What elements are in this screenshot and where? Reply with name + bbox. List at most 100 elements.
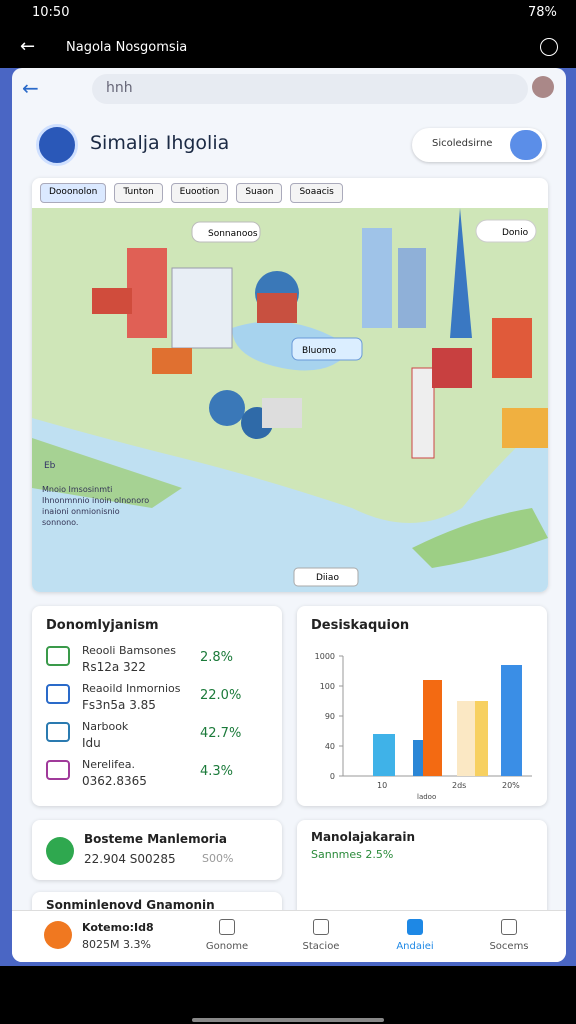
summary-value: 22.904 S00285 [84,852,176,866]
map-shape [450,208,472,338]
chart-card: Desiskaquion 0 40 90 100 1000 10 2ds 20% ladoo [297,606,547,806]
map-label: Donio [502,228,529,238]
card-title: Donomlyjanism [46,618,159,633]
bar [373,734,395,776]
profile-sub: 8025M 3.3% [82,938,151,951]
map-tab[interactable]: Euootion [170,183,229,203]
nav-label[interactable]: Andaiei [396,941,434,952]
battery: 78% [528,5,557,20]
row-icon [46,684,70,704]
x-tick-label: 20% [502,781,520,790]
map-shape [32,438,182,508]
x-tick-label: 10 [377,781,387,790]
map-tab[interactable]: Suaon [236,183,283,203]
map-shape [492,318,532,378]
action-icon[interactable] [510,130,542,160]
bottom-nav: Kotemo:Id8 8025M 3.3% Gonome Stacioe Andai… [12,910,566,962]
nav-label[interactable]: Socems [489,941,529,952]
back-button[interactable]: ← [20,36,36,57]
row-name: Narbook [82,720,129,733]
row-icon [46,722,70,742]
map-shape [398,248,426,328]
bar [501,665,522,776]
page-title: Simalja Ihgolia [90,132,230,154]
avatar[interactable] [532,76,554,98]
map-shape [209,390,245,426]
map-shape [257,293,297,323]
map-shape [92,288,132,314]
action-label: Sicoledsirne [432,138,493,149]
map-tabs: Dooonolon Tunton Euootion Suaon Soaacis [40,183,343,203]
map-note: Mnoio Imsosinmti Ihnonmnnio inoin olnono… [42,485,150,527]
browser-window: ← hnh Simalja Ihgolia Sicoledsirne Dooon… [12,68,566,962]
row-value: 42.7% [200,726,242,741]
note-title: Eb [44,461,56,471]
logo [36,124,78,166]
map-shape [191,221,261,243]
row-name: Reooli Bamsones [82,644,176,657]
browser-back[interactable]: ← [22,76,39,100]
app-bar: ← Nagola Nosgomsia [0,28,576,68]
time: 10:50 [32,5,70,20]
map-shape [411,367,435,459]
y-tick-label: 40 [325,742,335,751]
menu-button[interactable] [540,38,558,56]
app-title: Nagola Nosgomsia [66,40,188,55]
check-icon [46,837,74,865]
bar-chart: 0 40 90 100 1000 10 2ds 20% ladoo [315,652,532,801]
stats-card: Donomlyjanism Reooli Bamsones Rs12a 322 2.… [32,606,282,806]
map-shape [262,398,302,428]
profile-name: Kotemo:Id8 [82,921,154,934]
nav-label[interactable]: Stacioe [302,941,340,952]
nav-icon[interactable] [219,919,235,935]
map-label: Bluomo [302,346,337,356]
nav-icon[interactable] [313,919,329,935]
row-name: Nerelifea. [82,758,136,771]
url-text: hnh [106,80,133,96]
row-value: 2.8% [200,650,234,665]
card-title: Desiskaquion [311,618,410,633]
url-bar[interactable]: hnh [92,74,528,104]
map-shape [291,337,363,361]
map-card: Dooonolon Tunton Euootion Suaon Soaacis Sonn… [32,178,548,592]
map-shape [127,248,167,338]
row-sub: 0362.8365 [82,774,147,788]
x-tick-label: 2ds [452,781,466,790]
map-shape [293,567,359,587]
card-subtitle: Sannmes 2.5% [311,848,394,861]
bar [423,680,442,776]
map-label: Diiao [316,573,339,583]
status-bar: 10:50 78% [0,0,576,28]
y-tick-label: 100 [320,682,335,691]
bar [457,701,475,776]
map-shape [362,228,392,328]
nav-icon[interactable] [501,919,517,935]
summary-card: Bosteme Manlemoria 22.904 S00285 S00% [32,820,282,880]
map-shape [502,408,548,448]
home-indicator [192,1018,384,1022]
summary-extra: S00% [202,852,234,865]
y-tick-label: 1000 [315,652,335,661]
row-value: 22.0% [200,688,242,703]
map-tab[interactable]: Soaacis [290,183,343,203]
map-shape [432,348,472,388]
row-sub: Fs3n5a 3.85 [82,698,156,712]
nav-icon[interactable] [407,919,423,935]
map: Sonnanoos Donio Bluomo Diiao Eb [32,208,548,592]
bar [413,740,423,776]
map-tab[interactable]: Tunton [114,183,163,203]
row-icon [46,646,70,666]
bar [475,701,488,776]
row-sub: Idu [82,736,101,750]
card-title: Bosteme Manlemoria [84,832,227,846]
row-name: Reaoild Inmornios [82,682,181,695]
y-tick-label: 90 [325,712,335,721]
nav-label[interactable]: Gonome [205,941,249,952]
map-shape [475,219,537,243]
map-label: Sonnanoos [208,229,258,239]
map-tab[interactable]: Dooonolon [40,183,107,203]
x-caption: ladoo [417,793,436,801]
card-title: Manolajakarain [311,830,415,844]
